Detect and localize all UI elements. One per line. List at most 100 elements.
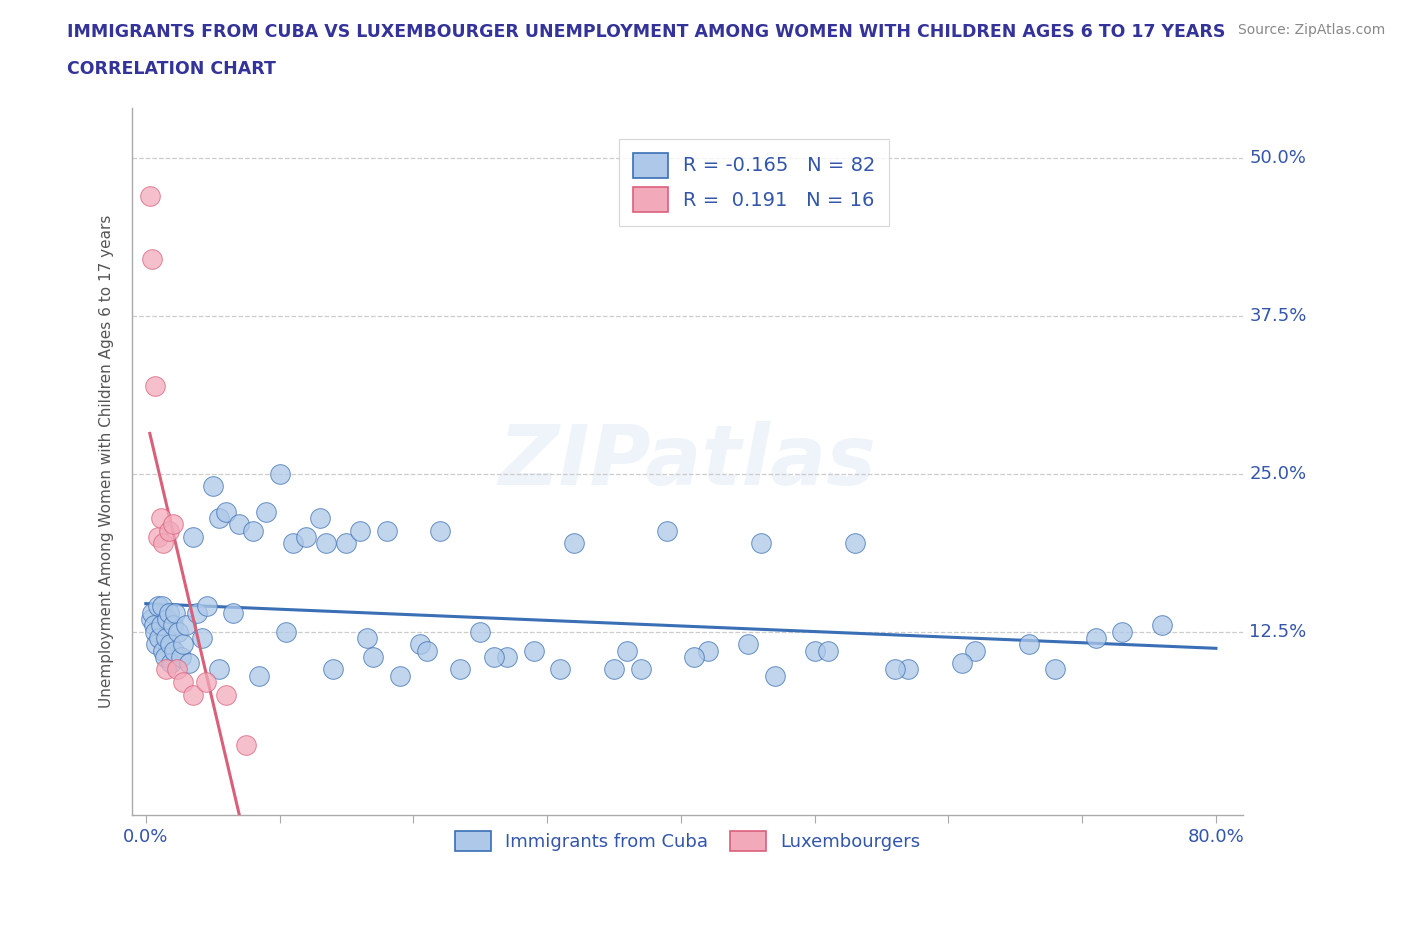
Point [169,649,191,664]
Point [141,605,163,620]
Text: CORRELATION CHART: CORRELATION CHART [67,60,277,78]
Point [657,524,679,538]
Point [1018,637,1040,652]
Point [1111,624,1133,639]
Point [228,517,250,532]
Point [803,643,825,658]
Text: IMMIGRANTS FROM CUBA VS LUXEMBOURGER UNEMPLOYMENT AMONG WOMEN WITH CHILDREN AGES: IMMIGRANTS FROM CUBA VS LUXEMBOURGER UNE… [67,23,1226,41]
Point [349,524,371,538]
Point [470,624,492,639]
Point [630,662,652,677]
Point [160,656,183,671]
Point [242,524,264,538]
Point [162,517,184,532]
Point [146,529,169,544]
Point [143,379,166,393]
Text: 50.0%: 50.0% [1250,150,1306,167]
Point [749,536,772,551]
Point [696,643,718,658]
Point [149,511,172,525]
Point [965,643,987,658]
Legend: Immigrants from Cuba, Luxembourgers: Immigrants from Cuba, Luxembourgers [447,824,928,858]
Text: 37.5%: 37.5% [1250,307,1306,326]
Point [496,649,519,664]
Y-axis label: Unemployment Among Women with Children Ages 6 to 17 years: Unemployment Among Women with Children A… [100,215,114,708]
Point [335,536,357,551]
Point [375,524,398,538]
Point [159,637,181,652]
Point [174,618,197,632]
Point [276,624,298,639]
Point [817,643,839,658]
Point [186,605,208,620]
Point [281,536,304,551]
Point [201,479,224,494]
Point [143,624,166,639]
Point [191,631,214,645]
Point [181,529,204,544]
Point [361,649,384,664]
Point [523,643,546,658]
Point [1152,618,1174,632]
Point [172,637,194,652]
Point [165,605,187,620]
Point [683,649,706,664]
Point [429,524,451,538]
Point [883,662,905,677]
Text: ZIPatlas: ZIPatlas [499,420,876,502]
Point [208,511,231,525]
Point [195,599,218,614]
Point [249,669,271,684]
Point [166,662,188,677]
Point [141,252,163,267]
Text: Source: ZipAtlas.com: Source: ZipAtlas.com [1237,23,1385,37]
Point [156,612,179,627]
Point [157,524,180,538]
Point [163,643,186,658]
Point [139,612,162,627]
Point [482,649,505,664]
Point [763,669,786,684]
Point [315,536,337,551]
Point [235,737,257,752]
Point [409,637,432,652]
Point [215,504,238,519]
Point [181,687,204,702]
Point [308,511,330,525]
Point [149,618,172,632]
Point [152,536,174,551]
Point [356,631,378,645]
Point [295,529,318,544]
Point [1084,631,1107,645]
Point [172,674,194,689]
Point [177,656,200,671]
Point [148,631,170,645]
Point [215,687,238,702]
Point [145,637,167,652]
Point [162,618,184,632]
Point [322,662,344,677]
Point [139,189,162,204]
Point [737,637,759,652]
Point [157,605,180,620]
Point [155,662,177,677]
Point [950,656,973,671]
Text: 12.5%: 12.5% [1250,622,1306,641]
Point [562,536,585,551]
Point [153,649,176,664]
Point [142,618,165,632]
Point [388,669,411,684]
Point [167,624,190,639]
Point [415,643,437,658]
Point [150,599,173,614]
Point [603,662,626,677]
Point [195,674,218,689]
Point [1045,662,1067,677]
Point [254,504,277,519]
Point [155,631,177,645]
Point [844,536,866,551]
Point [897,662,920,677]
Point [449,662,471,677]
Point [152,643,174,658]
Point [550,662,572,677]
